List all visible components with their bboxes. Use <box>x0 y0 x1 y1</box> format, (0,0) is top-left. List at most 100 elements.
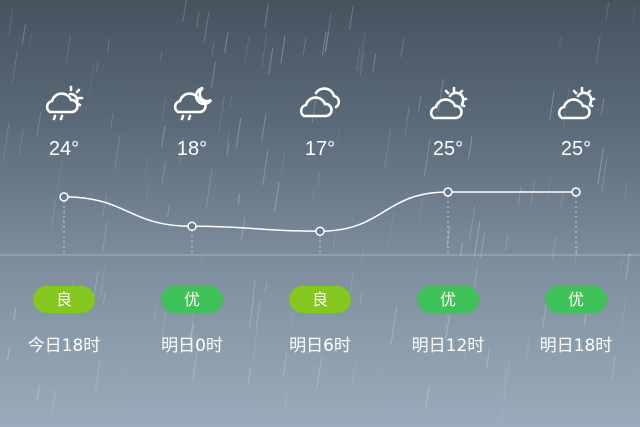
rain-streak <box>237 192 241 205</box>
rain-streak <box>551 235 557 260</box>
rain-streak <box>611 355 616 380</box>
rain-streak <box>51 390 56 415</box>
rain-streak <box>359 49 365 77</box>
rain-streak <box>388 210 395 246</box>
forecast-column: 25° 优 明日12时 <box>384 0 512 427</box>
rain-streak <box>36 111 42 137</box>
rain-streak <box>61 209 66 232</box>
rain-streak <box>280 151 286 176</box>
rain-streak <box>255 301 261 330</box>
rain-streak <box>562 88 570 128</box>
rain-streak <box>467 135 473 160</box>
temperature-point <box>187 221 197 232</box>
rain-streak <box>316 358 322 389</box>
rain-streak <box>624 182 628 198</box>
forecast-column: 17° 良 明日6时 <box>256 0 384 427</box>
rain-streak <box>161 97 166 119</box>
aqi-badge: 良 <box>33 286 95 313</box>
rain-streak <box>114 134 121 170</box>
rain-streak <box>601 157 608 193</box>
rain-streak <box>252 280 256 297</box>
rain-streak <box>161 125 166 148</box>
rain-streak <box>110 113 114 128</box>
rain-streak <box>505 234 509 250</box>
rain-streak <box>332 232 337 250</box>
rain-streak <box>93 270 99 299</box>
temperature-label: 25° <box>432 138 464 160</box>
rain-streak <box>322 31 327 55</box>
rain-streak <box>302 37 307 56</box>
rain-streak <box>224 32 229 53</box>
rain-streak <box>480 232 485 259</box>
rain-streak <box>384 128 392 168</box>
rain-streak <box>95 360 101 390</box>
partly-cloudy-sun-icon <box>557 86 596 120</box>
rain-streak <box>161 160 166 186</box>
rain-streak <box>280 35 286 64</box>
rain-streak <box>282 352 288 379</box>
rain-streak <box>631 5 636 25</box>
rain-streak <box>95 60 99 74</box>
cloudy-rain-sun-icon <box>45 85 84 121</box>
rain-streak <box>235 118 242 148</box>
rain-streak <box>390 306 398 344</box>
rain-streak <box>336 128 340 145</box>
rain-streak <box>574 243 579 263</box>
rain-streak <box>360 249 364 267</box>
rain-streak <box>525 336 531 363</box>
forecast-column: 18° 优 明日0时 <box>128 0 256 427</box>
time-label: 明日18时 <box>539 336 613 356</box>
rain-streak <box>595 35 601 62</box>
aqi-badge: 优 <box>161 286 223 313</box>
temperature-point <box>59 192 69 202</box>
rain-streak <box>625 253 631 280</box>
temperature-label: 17° <box>304 138 336 160</box>
rain-streak <box>229 95 232 108</box>
temperature-point <box>443 187 453 197</box>
rain-streak <box>65 34 71 64</box>
temperature-point <box>315 226 325 236</box>
rain-streak <box>144 157 149 180</box>
rain-streak <box>57 159 63 189</box>
rain-streak <box>560 191 564 210</box>
rain-streak <box>620 296 627 332</box>
rain-streak <box>355 46 361 72</box>
rain-streak <box>311 190 315 201</box>
rain-streak <box>418 95 422 111</box>
rain-streak <box>178 137 184 164</box>
rain-streak <box>36 384 40 401</box>
rain-streak <box>546 177 552 201</box>
rain-streak <box>268 47 274 74</box>
rain-streak <box>7 7 14 37</box>
rain-streak <box>211 61 216 88</box>
temperature-label: 18° <box>176 138 208 160</box>
rain-streak <box>351 361 356 386</box>
rain-streak <box>244 34 250 63</box>
rain-streak <box>205 169 213 209</box>
rain-streak <box>262 149 269 186</box>
rain-streak <box>102 193 107 218</box>
forecast-column: 25° 优 明日18时 <box>512 0 640 427</box>
rain-streak <box>99 267 106 298</box>
rain-streak <box>404 105 410 138</box>
rain-streak <box>182 0 187 23</box>
rain-streak <box>192 341 200 380</box>
rain-streak <box>145 184 150 200</box>
rain-streak <box>18 128 24 156</box>
rain-streak <box>358 32 366 70</box>
rain-streak <box>460 241 464 256</box>
aqi-badge: 优 <box>545 286 607 313</box>
rain-streak <box>153 302 158 321</box>
rain-streak <box>324 13 332 53</box>
aqi-badge: 良 <box>289 286 351 313</box>
rain-streak <box>605 2 610 21</box>
rain-streak <box>325 31 330 52</box>
time-label: 明日6时 <box>289 336 351 356</box>
rain-streak <box>503 359 511 399</box>
rain-streak <box>558 34 562 47</box>
rain-streak <box>486 349 490 368</box>
temperature-label: 24° <box>48 138 80 160</box>
rain-streak <box>13 306 17 321</box>
rain-streak <box>247 367 252 387</box>
